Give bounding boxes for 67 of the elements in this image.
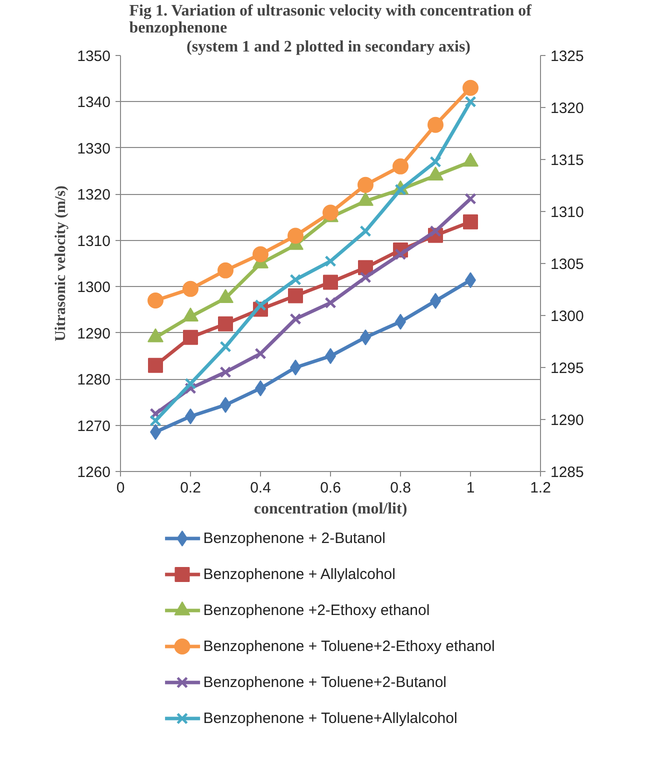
point bbox=[462, 80, 478, 96]
point bbox=[218, 316, 233, 332]
x-tick-label: 1 bbox=[466, 480, 475, 496]
point bbox=[182, 280, 198, 297]
legend-label: Benzophenone + Allylalcohol bbox=[203, 566, 396, 583]
point bbox=[288, 228, 304, 244]
point bbox=[290, 313, 302, 325]
chart-subtitle: (system 1 and 2 plotted in secondary axis) bbox=[186, 38, 471, 56]
point bbox=[430, 156, 442, 168]
legend-label: Benzophenone +2-Ethoxy ethanol bbox=[203, 602, 430, 619]
y-tick-label: 1340 bbox=[77, 94, 111, 112]
point bbox=[323, 274, 338, 290]
point bbox=[254, 348, 266, 360]
point bbox=[464, 192, 476, 205]
y2-tick-label: 1305 bbox=[550, 256, 584, 273]
y2-tick-label: 1290 bbox=[550, 412, 584, 429]
point bbox=[322, 204, 338, 221]
legend-label: Benzophenone + Toluene+2-Butanol bbox=[203, 674, 447, 691]
point bbox=[148, 358, 163, 373]
legend-label: Benzophenone + Toluene+2-Ethoxy ethanol bbox=[203, 638, 495, 655]
y-axis-title: Uitrasonic velocity (m/s) bbox=[53, 186, 70, 342]
point bbox=[290, 274, 302, 286]
y-tick-label: 1350 bbox=[77, 48, 111, 65]
point bbox=[288, 288, 303, 304]
point bbox=[220, 340, 232, 353]
y-tick-label: 1270 bbox=[77, 418, 111, 435]
point bbox=[148, 292, 164, 308]
y2-tick-label: 1325 bbox=[550, 48, 584, 65]
point bbox=[428, 116, 444, 133]
y-tick-label: 1300 bbox=[77, 279, 111, 296]
y-tick-label: 1280 bbox=[77, 372, 111, 389]
x-tick-label: 0.8 bbox=[390, 480, 411, 496]
point bbox=[218, 262, 234, 278]
chart-title: Fig 1. Variation of ultrasonic velocity with concentration of benzophenone bbox=[129, 2, 532, 36]
point bbox=[150, 414, 162, 426]
point bbox=[184, 378, 196, 390]
point bbox=[358, 176, 374, 193]
x-tick-label: 0.4 bbox=[250, 480, 271, 496]
point bbox=[392, 158, 408, 174]
y-tick-label: 1330 bbox=[77, 140, 111, 158]
y-tick-label: 1320 bbox=[77, 186, 111, 204]
point bbox=[394, 248, 406, 260]
y2-tick-label: 1310 bbox=[550, 204, 584, 221]
point bbox=[220, 366, 232, 378]
y2-tick-label: 1285 bbox=[550, 464, 584, 481]
point bbox=[324, 255, 336, 268]
legend-label: Benzophenone + 2-Butanol bbox=[203, 530, 386, 547]
point bbox=[463, 214, 478, 230]
y-tick-label: 1310 bbox=[77, 232, 111, 250]
point bbox=[360, 272, 372, 284]
x-tick-label: 1.2 bbox=[530, 480, 551, 496]
point bbox=[252, 246, 268, 262]
point bbox=[360, 225, 372, 237]
y2-tick-label: 1295 bbox=[550, 360, 584, 377]
y2-tick-label: 1320 bbox=[550, 100, 584, 117]
x-axis-title: concentration (mol/lit) bbox=[254, 500, 408, 518]
y2-tick-label: 1300 bbox=[550, 308, 584, 325]
legend-label: Benzophenone + Toluene+Allylalcohol bbox=[203, 710, 458, 727]
point bbox=[464, 96, 476, 108]
x-tick-label: 0 bbox=[116, 480, 125, 496]
x-tick-label: 0.2 bbox=[180, 480, 201, 496]
y2-tick-label: 1315 bbox=[550, 152, 584, 169]
point bbox=[324, 296, 336, 309]
x-tick-label: 0.6 bbox=[320, 480, 341, 496]
point bbox=[183, 330, 198, 345]
y-tick-label: 1260 bbox=[77, 464, 111, 481]
y-tick-label: 1290 bbox=[77, 325, 111, 342]
